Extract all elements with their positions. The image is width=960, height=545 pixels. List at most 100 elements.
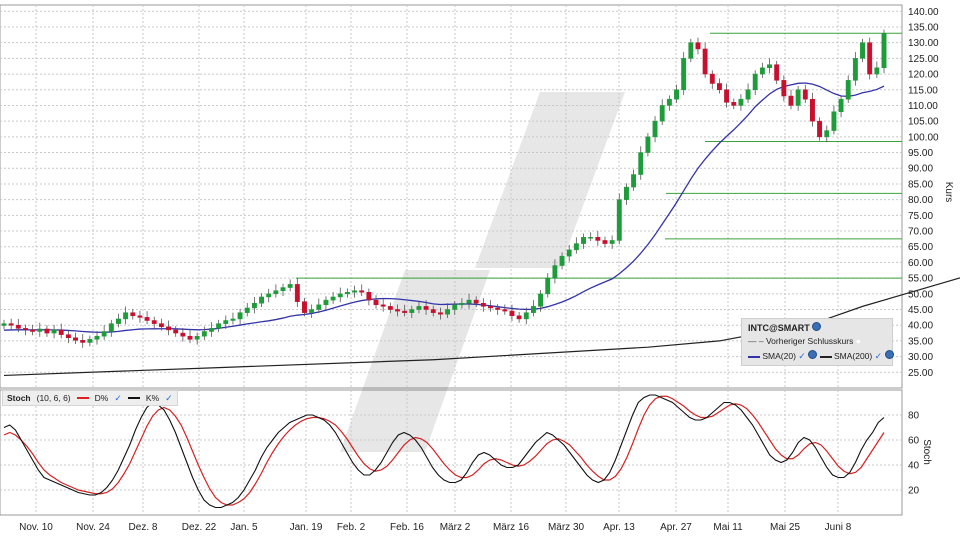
candle	[731, 98, 737, 110]
candle-body	[852, 58, 858, 81]
legend-prev-close[interactable]: — – Vorheriger Schlusskurs ●	[748, 336, 861, 346]
candle-body	[874, 67, 880, 75]
candle-body	[545, 277, 551, 295]
candle	[44, 325, 50, 337]
candle	[158, 318, 164, 331]
candle	[51, 324, 57, 339]
candle	[759, 62, 765, 78]
candle-body	[94, 335, 100, 340]
candle-body	[459, 302, 465, 306]
candle	[1, 319, 7, 330]
candle	[266, 288, 272, 303]
checkmark-icon[interactable]: ✓	[874, 351, 883, 361]
stoch-params[interactable]: (10, 6, 6)	[36, 393, 71, 403]
candle-body	[409, 309, 415, 313]
candle	[430, 305, 436, 317]
candle	[230, 312, 236, 325]
candle-body	[810, 98, 815, 122]
candle	[237, 308, 243, 325]
candle-body	[745, 89, 751, 100]
k-label[interactable]: K%	[145, 393, 160, 403]
candle	[845, 75, 851, 103]
y-axis-label: Kurs	[943, 182, 954, 203]
candle	[8, 318, 14, 331]
candle	[273, 284, 279, 298]
candle	[623, 183, 629, 205]
candle-body	[867, 42, 873, 75]
candle	[781, 75, 787, 102]
settings-icon[interactable]	[884, 350, 894, 359]
y-tick-label: 50.00	[908, 289, 933, 300]
candle	[795, 85, 801, 111]
x-tick-label: Juni 8	[825, 522, 852, 533]
y-tick-label: 100.00	[908, 132, 939, 143]
y-tick-label: 60.00	[908, 258, 933, 269]
y-tick-label: 90.00	[908, 164, 933, 175]
x-tick-label: März 2	[440, 522, 471, 533]
candle	[802, 84, 808, 103]
candle-body	[838, 98, 844, 112]
y-tick-label: 140.00	[908, 7, 939, 18]
checkmark-icon[interactable]: ✓	[165, 392, 173, 403]
candle-body	[423, 306, 429, 310]
candle-body	[817, 120, 823, 138]
settings-icon[interactable]	[808, 350, 818, 359]
legend-sma20-label[interactable]: SMA(20)	[762, 351, 796, 361]
stoch-plot-frame	[0, 389, 903, 516]
candle	[480, 298, 486, 312]
candle-body	[623, 186, 629, 200]
candle-body	[681, 58, 687, 91]
candle	[488, 300, 493, 312]
candle-body	[316, 304, 322, 310]
candle	[473, 296, 479, 308]
candle	[709, 70, 715, 89]
candle	[509, 304, 515, 322]
candle	[294, 278, 300, 308]
candle-body	[416, 306, 422, 310]
candle-body	[688, 42, 694, 59]
candle-body	[130, 312, 136, 317]
candle-body	[616, 199, 622, 241]
candle-body	[502, 309, 508, 312]
candle	[860, 38, 865, 63]
candle	[752, 70, 758, 96]
candle-body	[309, 309, 315, 313]
settings-icon[interactable]	[812, 322, 822, 331]
y-tick-label: 110.00	[908, 101, 938, 112]
x-tick-label: Dez. 22	[182, 522, 217, 533]
candle-body	[480, 302, 486, 307]
candle-body	[237, 312, 243, 320]
candle	[201, 326, 207, 340]
x-tick-label: Nov. 24	[76, 522, 110, 533]
d-label[interactable]: D%	[94, 393, 109, 403]
checkmark-icon[interactable]: ✓	[798, 351, 806, 361]
legend-sma200-label[interactable]: SMA(200)	[833, 351, 873, 361]
candle-body	[23, 328, 28, 331]
sma20-swatch	[748, 355, 760, 358]
candle-body	[509, 310, 515, 317]
candle-body	[573, 243, 579, 251]
candle-body	[216, 323, 222, 329]
candle-body	[702, 48, 708, 75]
candle-body	[187, 335, 193, 340]
candle-body	[588, 237, 594, 239]
candle	[695, 37, 701, 55]
candle	[244, 302, 250, 317]
x-tick-label: Nov. 10	[19, 522, 53, 533]
candle	[337, 287, 343, 303]
candle-body	[108, 323, 114, 332]
candle	[259, 293, 265, 308]
candle-body	[323, 299, 329, 306]
candle	[144, 311, 150, 325]
y-tick-label: 75.00	[908, 211, 933, 222]
watermark-stroke-top	[475, 92, 625, 268]
candle-body	[430, 309, 436, 313]
checkmark-icon[interactable]: ✓	[114, 392, 122, 403]
candle	[58, 323, 64, 339]
candle	[545, 273, 551, 298]
candle-body	[259, 296, 265, 304]
candle	[881, 29, 887, 74]
candle-body	[280, 287, 286, 291]
candle-body	[538, 293, 544, 307]
